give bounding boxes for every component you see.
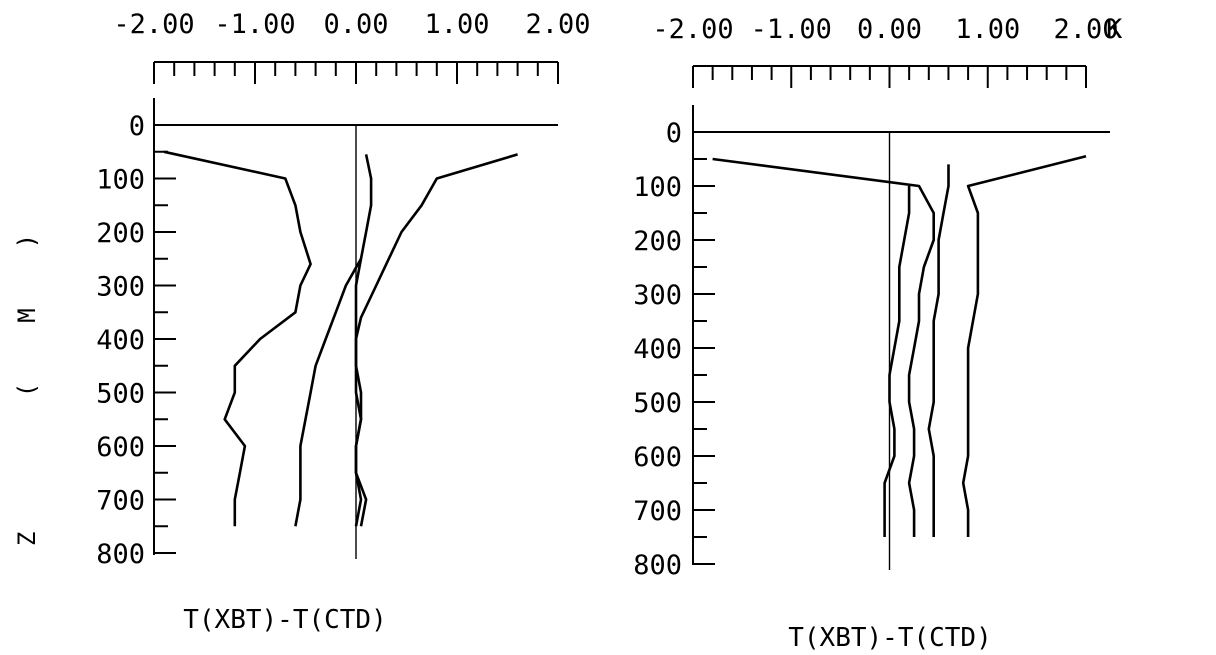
x-tick-label: 2.00 bbox=[1053, 14, 1118, 45]
depth-tick-label: 700 bbox=[96, 486, 145, 517]
x-tick-label: -1.00 bbox=[751, 14, 832, 45]
depth-tick-label: 100 bbox=[96, 165, 145, 196]
profile-line-3 bbox=[927, 164, 950, 537]
depth-tick-label: 800 bbox=[96, 539, 145, 570]
profile-line-1 bbox=[712, 157, 936, 537]
depth-tick-label: 100 bbox=[633, 172, 682, 203]
depth-tick-label: 400 bbox=[633, 334, 682, 365]
depth-tick-label: 500 bbox=[96, 379, 145, 410]
depth-tick-label: 300 bbox=[96, 272, 145, 303]
x-tick-label: 1.00 bbox=[424, 9, 489, 40]
depth-tick-label: 600 bbox=[96, 432, 145, 463]
x-tick-label: 0.00 bbox=[857, 14, 922, 45]
depth-tick-label: 0 bbox=[129, 111, 145, 142]
x-axis-label: T(XBT)-T(CTD) bbox=[788, 623, 992, 653]
x-tick-label: 0.00 bbox=[323, 9, 388, 40]
profile-line-2 bbox=[294, 258, 363, 527]
depth-tick-label: 200 bbox=[96, 218, 145, 249]
panel-1: -2.00 -1.00 0.00 1.00 2.00 0 100 200 300 400 500 60… bbox=[13, 9, 591, 635]
depth-tick-label: 300 bbox=[633, 280, 682, 311]
x-tick-label: -1.00 bbox=[214, 9, 295, 40]
profile-line-3 bbox=[354, 154, 373, 527]
depth-tick-label: 400 bbox=[96, 325, 145, 356]
profile-line-1 bbox=[163, 150, 312, 527]
x-tick-label: -2.00 bbox=[652, 14, 733, 45]
x-tick-label: 2.00 bbox=[525, 9, 590, 40]
depth-tick-label: 0 bbox=[666, 118, 682, 149]
depth-tick-label: 600 bbox=[633, 442, 682, 473]
x-tick-label: -2.00 bbox=[113, 9, 194, 40]
depth-tick-label: 200 bbox=[633, 226, 682, 257]
x-axis-label: T(XBT)-T(CTD) bbox=[183, 605, 387, 635]
x-tick-label: 1.00 bbox=[955, 14, 1020, 45]
depth-tick-label: 800 bbox=[633, 550, 682, 581]
depth-tick-label: 700 bbox=[633, 496, 682, 527]
profile-line-4 bbox=[961, 155, 1087, 537]
profile-line-4 bbox=[354, 153, 518, 527]
depth-tick-label: 500 bbox=[633, 388, 682, 419]
y-axis-label: Z (M) bbox=[13, 174, 41, 546]
panel-2: -2.00 -1.00 0.00 1.00 2.00K 0 100 200 300 400 500 6… bbox=[633, 14, 1123, 653]
profile-line-2 bbox=[883, 186, 911, 537]
x-unit-label: K bbox=[1106, 14, 1123, 45]
